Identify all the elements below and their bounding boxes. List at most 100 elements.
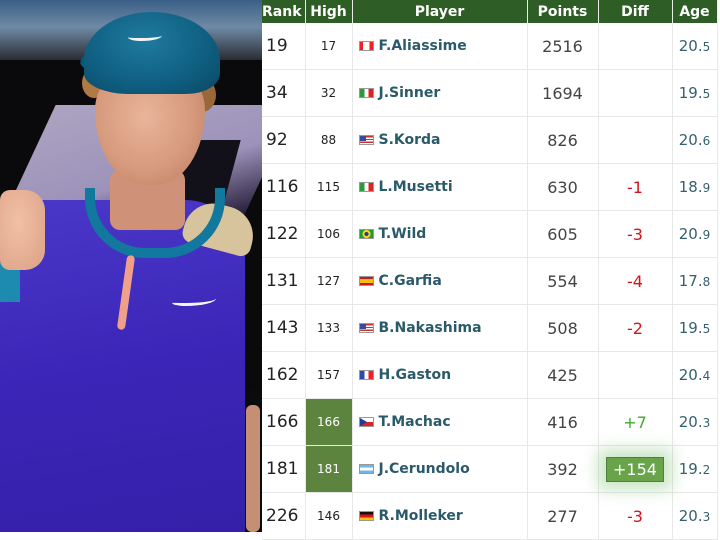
table-row[interactable]: 34 32 J.Sinner 1694 19.5 <box>262 69 718 117</box>
player-right-arm <box>246 405 260 532</box>
player-photo <box>0 0 262 532</box>
career-high-cell: 88 <box>305 116 353 164</box>
czech-flag-icon <box>358 417 374 427</box>
table-row[interactable]: 181 181 J.Cerundolo 392 +154 19.2 <box>262 445 718 493</box>
age-cell: 20.3 <box>672 492 718 540</box>
column-header-diff[interactable]: Diff <box>598 0 673 23</box>
age-integer: 20. <box>678 131 703 149</box>
table-row[interactable]: 116 115 L.Musetti 630 -1 18.9 <box>262 163 718 211</box>
career-high-cell: 127 <box>305 257 353 305</box>
table-row[interactable]: 92 88 S.Korda 826 20.6 <box>262 116 718 164</box>
age-cell: 19.5 <box>672 304 718 352</box>
points-cell: 1694 <box>527 69 599 117</box>
player-cell[interactable]: H.Gaston <box>352 351 528 399</box>
table-row[interactable]: 166 166 T.Machac 416 +7 20.3 <box>262 398 718 446</box>
age-integer: 20. <box>678 413 703 431</box>
points-cell: 630 <box>527 163 599 211</box>
player-cap <box>84 12 220 94</box>
table-row[interactable]: 122 106 T.Wild 605 -3 20.9 <box>262 210 718 258</box>
career-high-cell: 146 <box>305 492 353 540</box>
player-name-link[interactable]: J.Cerundolo <box>378 461 470 477</box>
player-name-link[interactable]: S.Korda <box>378 132 441 148</box>
points-cell: 826 <box>527 116 599 164</box>
age-integer: 18. <box>678 178 703 196</box>
table-header-row: Rank High Player Points Diff Age <box>262 0 718 23</box>
player-name-link[interactable]: H.Gaston <box>378 367 452 383</box>
age-integer: 20. <box>678 366 703 384</box>
points-cell: 2516 <box>527 23 599 70</box>
player-cell[interactable]: R.Molleker <box>352 492 528 540</box>
player-cell[interactable]: B.Nakashima <box>352 304 528 352</box>
diff-cell: +7 <box>598 398 673 446</box>
column-header-age[interactable]: Age <box>672 0 718 23</box>
career-high-cell: 106 <box>305 210 353 258</box>
player-name-link[interactable]: L.Musetti <box>378 179 453 195</box>
italy-flag-icon <box>358 182 374 192</box>
age-decimal: 5 <box>702 87 711 101</box>
career-high-cell: 17 <box>305 23 353 70</box>
age-decimal: 5 <box>702 40 711 54</box>
column-header-player[interactable]: Player <box>352 0 528 23</box>
diff-cell: -1 <box>598 163 673 211</box>
rank-cell: 143 <box>262 304 306 352</box>
diff-cell <box>598 116 673 164</box>
player-cell[interactable]: C.Garfia <box>352 257 528 305</box>
career-high-cell: 157 <box>305 351 353 399</box>
rankings-table-container: Rank High Player Points Diff Age 19 17 F.A… <box>262 0 720 540</box>
table-row[interactable]: 143 133 B.Nakashima 508 -2 19.5 <box>262 304 718 352</box>
table-row[interactable]: 19 17 F.Aliassime 2516 20.5 <box>262 23 718 70</box>
player-cell[interactable]: S.Korda <box>352 116 528 164</box>
age-integer: 17. <box>678 272 703 290</box>
age-cell: 20.6 <box>672 116 718 164</box>
table-row[interactable]: 131 127 C.Garfia 554 -4 17.8 <box>262 257 718 305</box>
diff-cell <box>598 69 673 117</box>
player-cell[interactable]: L.Musetti <box>352 163 528 211</box>
table-row[interactable]: 226 146 R.Molleker 277 -3 20.3 <box>262 492 718 540</box>
column-header-points[interactable]: Points <box>527 0 599 23</box>
rank-cell: 226 <box>262 492 306 540</box>
table-row[interactable]: 162 157 H.Gaston 425 20.4 <box>262 351 718 399</box>
age-integer: 19. <box>678 460 703 478</box>
age-integer: 19. <box>678 84 703 102</box>
age-integer: 20. <box>678 225 703 243</box>
age-decimal: 3 <box>702 416 711 430</box>
column-header-rank[interactable]: Rank <box>262 0 306 23</box>
player-cell[interactable]: J.Sinner <box>352 69 528 117</box>
age-cell: 20.4 <box>672 351 718 399</box>
career-high-cell: 32 <box>305 69 353 117</box>
player-name-link[interactable]: F.Aliassime <box>378 38 467 54</box>
career-high-cell: 166 <box>305 398 353 446</box>
age-decimal: 6 <box>702 134 711 148</box>
italy-flag-icon <box>358 88 374 98</box>
nike-swoosh-cap-icon <box>128 32 162 41</box>
rank-cell: 162 <box>262 351 306 399</box>
player-fist <box>0 190 45 270</box>
usa-flag-icon <box>358 323 374 333</box>
nike-swoosh-shirt-icon <box>172 295 216 306</box>
player-cell[interactable]: T.Machac <box>352 398 528 446</box>
player-name-link[interactable]: B.Nakashima <box>378 320 482 336</box>
column-header-high[interactable]: High <box>305 0 353 23</box>
points-cell: 277 <box>527 492 599 540</box>
player-cell[interactable]: T.Wild <box>352 210 528 258</box>
player-name-link[interactable]: T.Machac <box>378 414 451 430</box>
brazil-flag-icon <box>358 229 374 239</box>
age-decimal: 3 <box>702 510 711 524</box>
rank-cell: 19 <box>262 23 306 70</box>
age-cell: 20.5 <box>672 23 718 70</box>
diff-cell: -4 <box>598 257 673 305</box>
rank-cell: 92 <box>262 116 306 164</box>
player-name-link[interactable]: C.Garfia <box>378 273 442 289</box>
player-name-link[interactable]: T.Wild <box>378 226 427 242</box>
player-cell[interactable]: J.Cerundolo <box>352 445 528 493</box>
player-name-link[interactable]: J.Sinner <box>378 85 441 101</box>
age-decimal: 4 <box>702 369 711 383</box>
diff-cell: -2 <box>598 304 673 352</box>
points-cell: 392 <box>527 445 599 493</box>
points-cell: 605 <box>527 210 599 258</box>
rank-cell: 166 <box>262 398 306 446</box>
player-name-link[interactable]: R.Molleker <box>378 508 463 524</box>
rank-cell: 131 <box>262 257 306 305</box>
rank-cell: 116 <box>262 163 306 211</box>
player-cell[interactable]: F.Aliassime <box>352 23 528 70</box>
